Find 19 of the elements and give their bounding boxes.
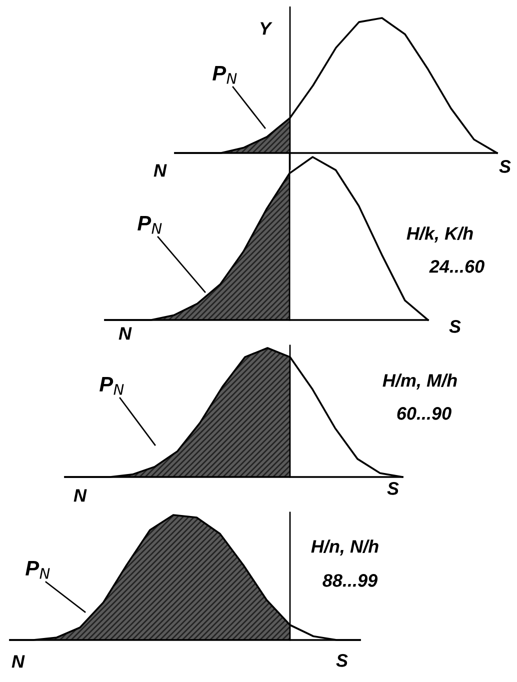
annotation: H/n, N/h [311,540,378,556]
annotation: P$_{N}$ [26,561,50,579]
annotation: P$_{N}$ [138,216,162,234]
text: N [12,655,25,668]
annotation: H/m, M/h [382,374,457,390]
text: S [449,320,461,333]
annotation: 88...99 [322,574,378,587]
annotation: P$_{N}$ [100,377,124,395]
text: N [118,327,132,340]
text: N [74,489,87,502]
annotation: P$_{N}$ [212,66,237,84]
annotation: 60...90 [397,407,452,420]
text: S [336,654,348,667]
text: 24...60 [429,260,484,273]
text: S [499,160,511,173]
annotation: N [154,164,167,177]
text: S [387,482,399,495]
annotation: H/k, K/h [406,226,473,242]
y-axis-title: Y [260,22,272,35]
